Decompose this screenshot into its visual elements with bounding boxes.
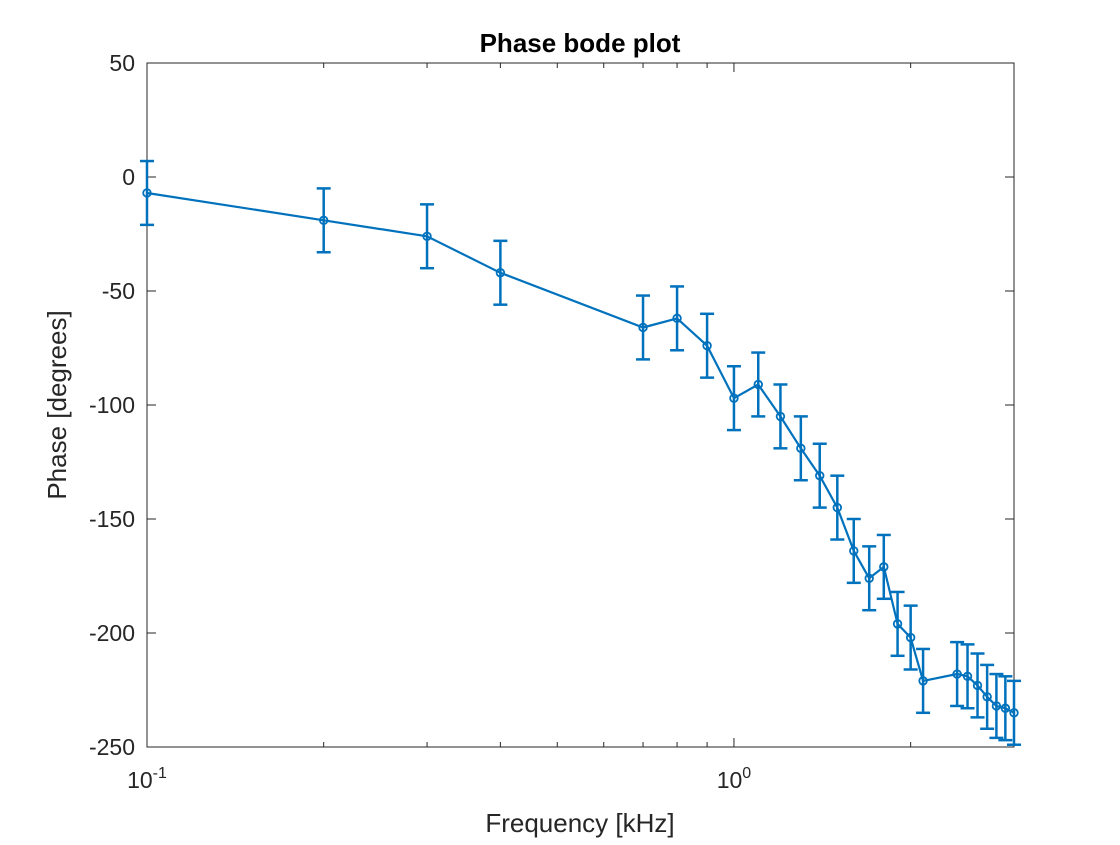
y-tick-label: -250 [89, 734, 135, 760]
data-point [962, 671, 973, 682]
x-tick-label: 100 [717, 765, 752, 793]
y-tick-label: 50 [109, 50, 135, 76]
data-point [142, 188, 152, 198]
x-axis-title: Frequency [kHz] [485, 808, 674, 838]
y-axis-title: Phase [degrees] [42, 310, 72, 499]
y-tick-label: -200 [89, 620, 135, 646]
series-phase [142, 188, 1019, 718]
data-point [422, 231, 432, 241]
y-axis: 50 0 -50 -100 -150 -200 -250 [89, 50, 1014, 760]
data-point [982, 692, 992, 702]
data-point [729, 393, 739, 403]
data-point [918, 676, 928, 686]
data-point [318, 215, 329, 226]
data-point [991, 701, 1002, 711]
y-tick-label: -150 [89, 506, 135, 532]
data-point [864, 573, 874, 583]
data-point [952, 669, 962, 679]
data-point [775, 411, 786, 422]
data-point [796, 443, 806, 454]
data-point [905, 632, 916, 643]
data-point [702, 341, 712, 351]
y-tick-label: 0 [122, 164, 135, 190]
data-point [849, 546, 859, 556]
data-point [672, 313, 682, 324]
data-point [638, 322, 648, 333]
x-axis: 10-1 100 [127, 63, 1015, 793]
data-point [753, 379, 763, 390]
data-point [1009, 708, 1019, 718]
plot-area [146, 62, 1015, 748]
data-point [879, 562, 889, 572]
y-tick-label: -50 [102, 278, 135, 304]
x-tick-label: 10-1 [127, 765, 167, 793]
data-point [972, 680, 983, 691]
data-point [815, 470, 825, 481]
data-point [892, 619, 903, 629]
y-tick-label: -100 [89, 392, 135, 418]
series-line [146, 191, 1015, 714]
chart-title: Phase bode plot [480, 28, 681, 58]
data-point [495, 268, 506, 278]
data-point [832, 502, 843, 513]
error-bar [140, 159, 154, 227]
data-point [1000, 703, 1011, 713]
